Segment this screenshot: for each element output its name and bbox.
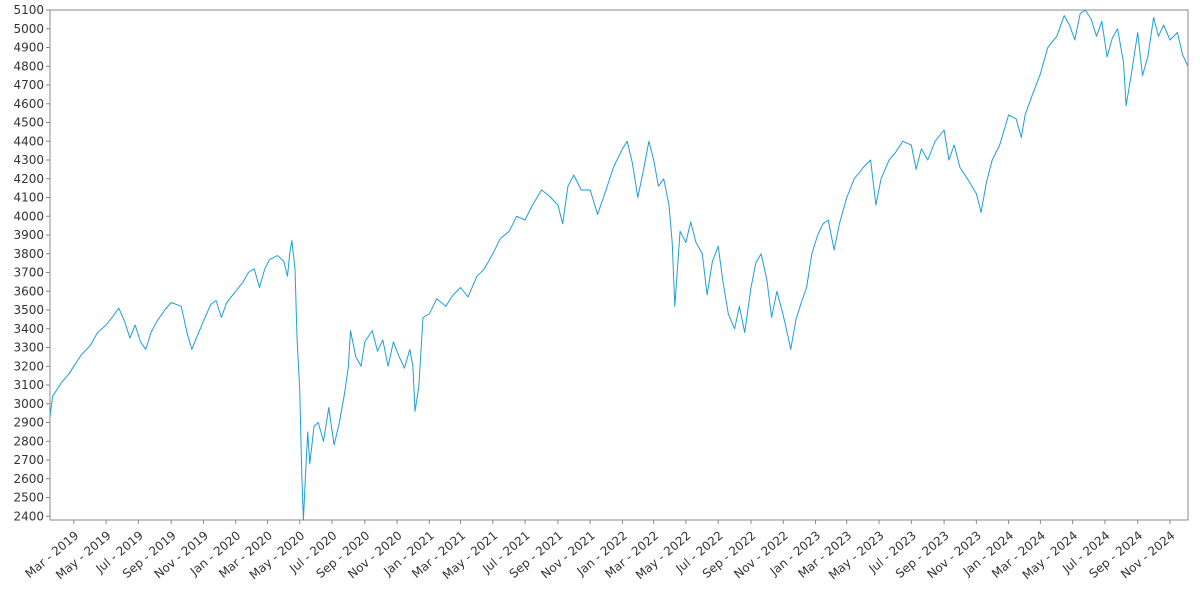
y-tick-label: 3400 [13, 322, 44, 336]
series-line [49, 9, 1189, 521]
y-tick-label: 2500 [13, 491, 44, 505]
y-tick-label: 3900 [13, 228, 44, 242]
y-tick-label: 4200 [13, 172, 44, 186]
y-axis: 2400 2500 2600 2700 2800 2900 3000 3100 3200 3300… [13, 3, 50, 523]
y-tick-label: 2400 [13, 509, 44, 523]
y-tick-label: 4700 [13, 78, 44, 92]
plot-frame [49, 9, 1189, 521]
y-tick-label: 3500 [13, 303, 44, 317]
y-tick-label: 4000 [13, 209, 44, 223]
y-tick-label: 5100 [13, 3, 44, 17]
y-tick-label: 4500 [13, 116, 44, 130]
y-tick-label: 4600 [13, 97, 44, 111]
y-tick-label: 3600 [13, 284, 44, 298]
y-tick-label: 4900 [13, 41, 44, 55]
y-tick-label: 4100 [13, 191, 44, 205]
y-tick-label: 2800 [13, 434, 44, 448]
y-tick-label: 4300 [13, 153, 44, 167]
y-tick-label: 3000 [13, 397, 44, 411]
y-tick-label: 2600 [13, 472, 44, 486]
y-tick-label: 3700 [13, 266, 44, 280]
y-tick-label: 3800 [13, 247, 44, 261]
y-tick-label: 3300 [13, 341, 44, 355]
y-tick-label: 2900 [13, 416, 44, 430]
y-tick-label: 3100 [13, 378, 44, 392]
y-tick-label: 5000 [13, 22, 44, 36]
y-tick-label: 4400 [13, 134, 44, 148]
y-tick-label: 2700 [13, 453, 44, 467]
y-tick-label: 4800 [13, 59, 44, 73]
y-tick-label: 3200 [13, 359, 44, 373]
